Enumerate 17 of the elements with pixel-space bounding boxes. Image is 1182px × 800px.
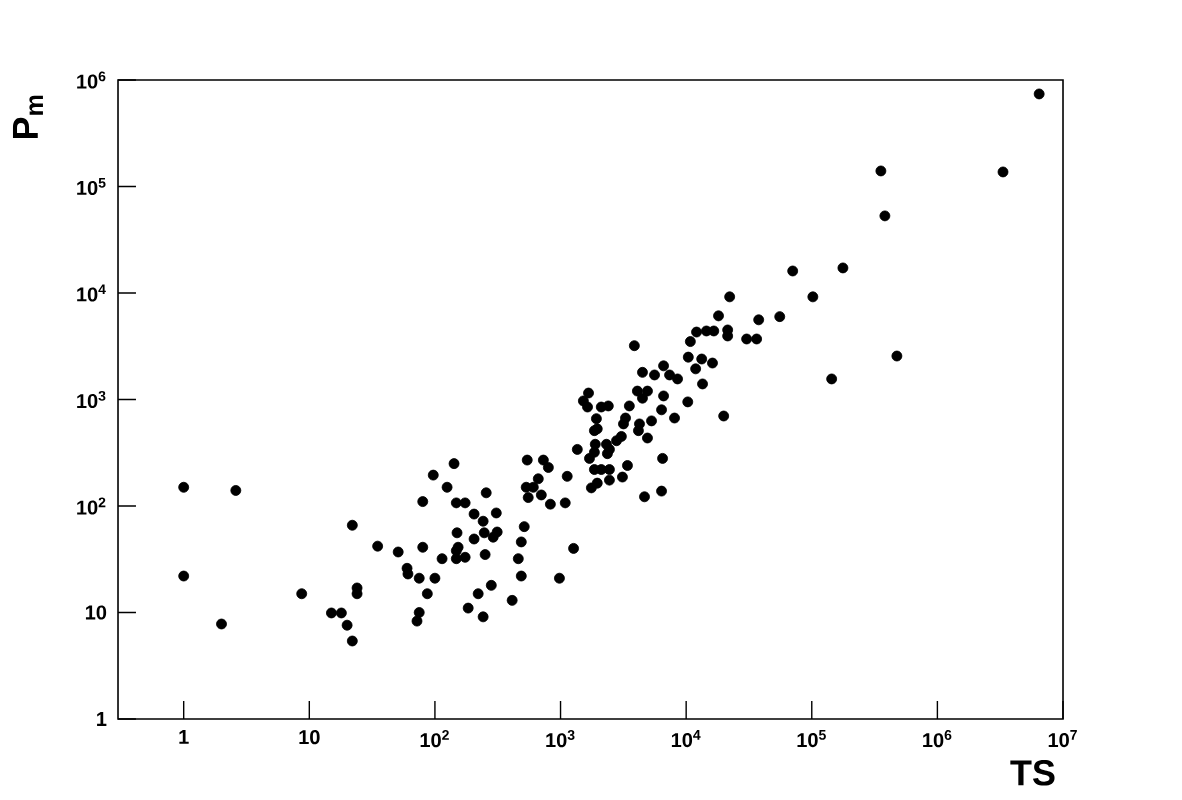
- x-tick-label: 10$^{3}$: [546, 730, 575, 748]
- x-tick-label: 10$^{5}$: [797, 730, 826, 748]
- x-tick-label: 10: [299, 730, 320, 745]
- y-tick-label: 10: [85, 605, 107, 620]
- x-tick-label: 10$^{6}$: [923, 730, 952, 748]
- x-tick-label: 10$^{4}$: [671, 730, 701, 748]
- y-tick-label: 10$^{3}$: [77, 390, 106, 409]
- x-axis-title: TS: [1010, 760, 1055, 786]
- x-tick-label: 10$^{7}$: [1048, 730, 1077, 748]
- y-axis-title: P$_{m}$: [12, 95, 43, 139]
- x-tick-label: 10$^{2}$: [420, 730, 449, 748]
- y-tick-label: 1: [97, 712, 107, 726]
- x-tick-label: 1: [179, 730, 189, 744]
- y-tick-label: 10$^{5}$: [77, 177, 106, 196]
- y-tick-label: 10$^{2}$: [77, 497, 106, 515]
- y-tick-label: 10$^{6}$: [77, 71, 106, 89]
- y-tick-label: 10$^{4}$: [77, 284, 106, 302]
